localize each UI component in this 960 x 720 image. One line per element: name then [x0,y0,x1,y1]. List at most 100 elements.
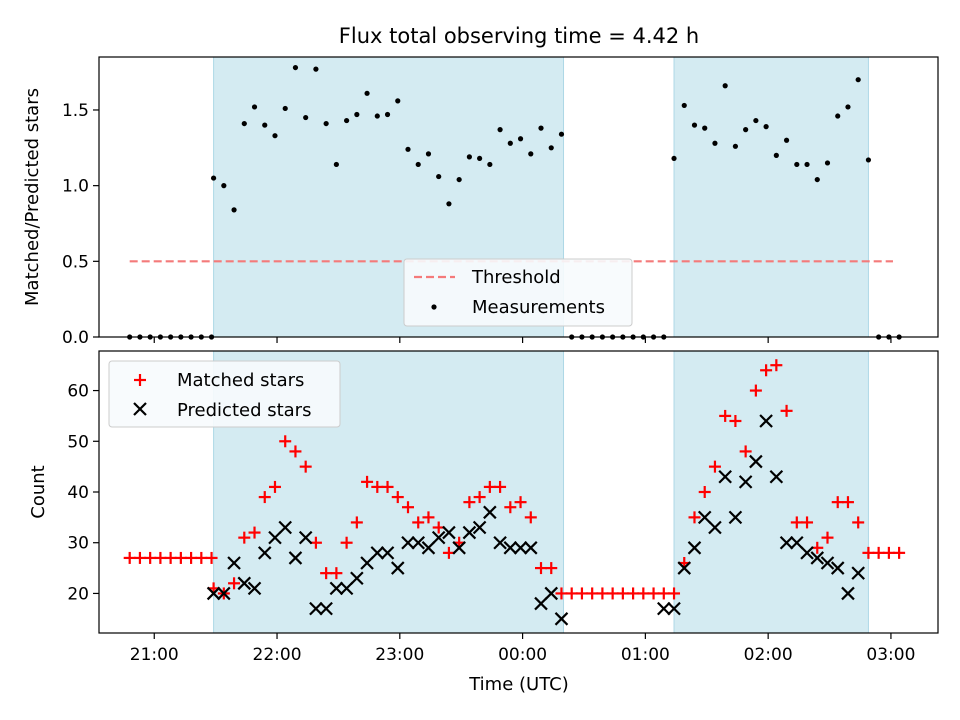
matched-star-point [494,480,507,493]
measurement-point [395,98,401,104]
predicted-star-point [227,556,241,570]
matched-star-point [801,516,814,529]
matched-star-point [483,480,496,493]
measurement-point [354,111,360,118]
legend-predicted-swatch [133,402,147,416]
matched-star-point [258,491,271,504]
measurement-point [344,117,350,124]
matched-star-point [401,501,414,514]
legend-measurement-label: Measurements [472,297,605,318]
measurement-point [323,120,329,127]
predicted-star-point [759,414,773,428]
matched-star-point [299,460,312,473]
matched-star-point [841,496,854,509]
y-tick-label: 0.5 [62,252,89,272]
matched-star-point [770,359,783,372]
matched-star-point [698,486,711,498]
y-tick-label: 1.0 [62,177,89,197]
predicted-star-point [431,530,446,545]
matched-star-point [164,551,177,564]
matched-star-point [279,435,292,448]
matched-star-point [524,511,537,524]
matched-star-point [575,587,588,600]
matched-star-point [463,496,476,509]
top-legend-box [403,258,633,327]
predicted-star-point [257,546,272,560]
measurement-point [282,105,288,112]
measurement-point [262,122,268,128]
predicted-star-point [544,586,559,601]
predicted-star-point [298,530,313,545]
matched-star-point [228,577,241,590]
predicted-star-point [411,535,426,550]
predicted-star-point [452,541,466,555]
measurement-point [446,201,452,207]
measurement-point [292,64,299,71]
matched-star-point [185,551,198,564]
matched-star-point [123,551,136,564]
matched-star-point [586,587,599,600]
predicted-star-point [268,530,282,545]
predicted-star-point [442,525,456,540]
bottom-y-axis-label: Count [28,465,49,518]
predicted-star-point [401,535,415,550]
matched-star-point [391,491,404,504]
matched-star-point [144,551,157,564]
predicted-star-point [278,520,292,535]
predicted-star-point [687,541,702,555]
measurement-point [241,120,247,127]
measurement-point [425,151,432,157]
measurement-point [456,176,462,183]
predicted-star-point [738,475,753,489]
predicted-star-point [524,541,538,555]
predicted-star-point [851,566,865,580]
matched-star-point [422,511,435,524]
predicted-star-point [769,470,784,484]
predicted-star-point [380,546,395,560]
matched-star-point [473,491,486,504]
measurement-point [865,157,872,163]
matched-star-point [330,567,343,580]
bottom-x-ticks: 21:00 22:00 23:00 00:00 01:00 02:00 03:00 [130,633,915,665]
predicted-star-markers [206,414,865,626]
predicted-star-point [247,581,262,596]
matched-star-point [514,496,527,509]
x-tick-label: 21:00 [130,645,179,665]
bottom-plot-frame [98,350,939,634]
predicted-star-point [749,454,763,469]
x-tick-label: 23:00 [375,645,424,665]
measurement-point [415,161,421,168]
matched-star-point [688,511,701,524]
matched-star-point [320,567,333,580]
predicted-star-point [390,561,405,575]
predicted-star-point [534,596,548,611]
measurement-point [702,125,708,131]
predicted-star-point [350,571,364,586]
x-tick-label: 03:00 [866,645,915,665]
measurement-point [783,137,790,143]
highlight-band [673,56,869,338]
bottom-panel: 20 30 40 50 60 21:00 22:00 23:00 00:00 01:00 02:0… [28,350,939,695]
y-tick-label: 50 [67,432,89,452]
y-tick-label: 1.5 [62,101,89,121]
x-axis-label: Time (UTC) [468,674,569,695]
predicted-star-point [319,601,333,616]
predicted-star-point [421,541,436,555]
measurement-point [712,140,718,146]
measurement-point [477,155,483,162]
x-tick-label: 02:00 [744,645,793,665]
matched-star-point [627,587,640,600]
predicted-star-point [503,541,518,555]
predicted-star-point [217,586,231,601]
predicted-star-point [288,551,303,565]
measurement-point [855,77,861,83]
chart-title: Flux total observing time = 4.42 h [339,24,699,48]
predicted-star-point [667,601,681,616]
y-tick-label: 30 [67,534,89,554]
matched-star-point [238,531,251,544]
measurement-point [743,127,749,133]
measurement-point [272,133,278,139]
measurement-point [384,111,391,118]
measurement-point [722,83,728,89]
legend-predicted-label: Predicted stars [177,400,311,421]
